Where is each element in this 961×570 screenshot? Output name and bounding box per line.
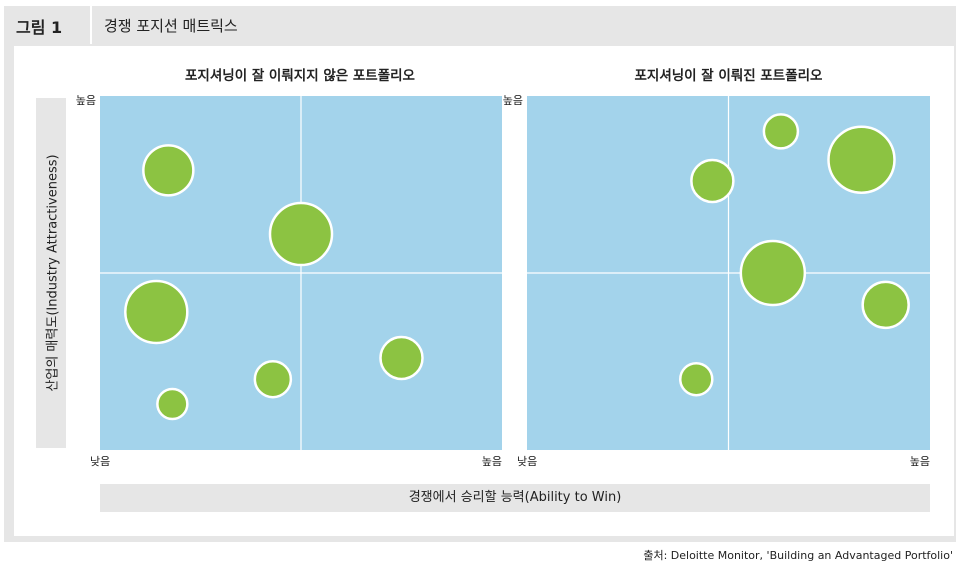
y-tick-high: 높음 — [503, 94, 523, 107]
bubble-5 — [253, 359, 293, 399]
source-note: 출처: Deloitte Monitor, 'Building an Advan… — [643, 549, 953, 562]
chart-panel: 포지셔닝이 잘 이뤄지지 않은 포트폴리오 포지셔닝이 잘 이뤄진 포트폴리오 … — [14, 46, 954, 536]
bubble-3 — [124, 279, 189, 345]
chart-title-left: 포지셔닝이 잘 이뤄지지 않은 포트폴리오 — [185, 68, 415, 84]
y-axis-label-box: 산업의 매력도(Industry Attractiveness) — [36, 98, 66, 448]
bubble-1 — [142, 144, 195, 197]
bubble-5 — [861, 280, 910, 330]
x-axis-label: 경쟁에서 승리할 능력(Ability to Win) — [100, 484, 930, 512]
chart-title-right: 포지셔닝이 잘 이뤄진 포트폴리오 — [634, 68, 823, 84]
bubble-2 — [827, 125, 896, 194]
bubble-2 — [268, 201, 334, 267]
bubble-4 — [739, 239, 807, 307]
x-tick-low: 낮음 — [517, 455, 537, 468]
figure-label: 그림 1 — [16, 18, 63, 37]
bubble-6 — [679, 361, 714, 397]
y-axis-label: 산업의 매력도(Industry Attractiveness) — [45, 154, 61, 392]
header-divider — [90, 6, 92, 44]
figure-header: 그림 1 경쟁 포지션 매트릭스 — [4, 6, 956, 44]
figure-frame: 그림 1 경쟁 포지션 매트릭스 포지셔닝이 잘 이뤄지지 않은 포트폴리오 포… — [4, 6, 956, 542]
bubble-3 — [690, 158, 735, 204]
x-tick-low: 낮음 — [90, 455, 110, 468]
bubble-4 — [379, 335, 424, 381]
y-tick-high: 높음 — [76, 94, 96, 107]
bubble-1 — [762, 113, 800, 150]
x-tick-high: 높음 — [910, 455, 930, 468]
x-tick-high: 높음 — [482, 455, 502, 468]
bubble-6 — [156, 387, 189, 421]
figure-title: 경쟁 포지션 매트릭스 — [104, 17, 238, 35]
